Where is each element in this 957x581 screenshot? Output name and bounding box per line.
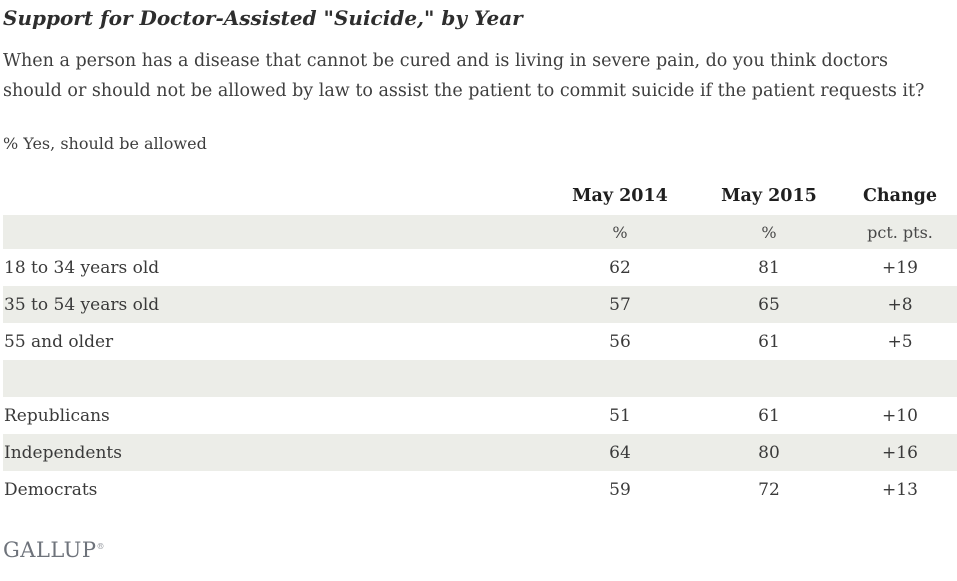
header-row: May 2014 May 2015 Change bbox=[3, 182, 957, 215]
may-2014-cell bbox=[545, 360, 695, 397]
units-row: % % pct. pts. bbox=[3, 215, 957, 249]
may-2015-cell bbox=[695, 360, 843, 397]
table-row-35-to-54: 35 to 54 years old 57 65 +8 bbox=[3, 286, 957, 323]
change-cell: +16 bbox=[843, 434, 957, 471]
row-label-cell bbox=[3, 360, 545, 397]
may-2015-cell: 72 bbox=[758, 479, 780, 500]
may-2014-cell: 64 bbox=[545, 434, 695, 471]
table-row-18-to-34: 18 to 34 years old 62 81 +19 bbox=[3, 249, 957, 286]
units-may-2015-cell: % bbox=[695, 215, 843, 249]
row-label-cell: Independents bbox=[3, 434, 545, 471]
page-title: Support for Doctor-Assisted "Suicide," b… bbox=[3, 6, 523, 30]
results-table: May 2014 May 2015 Change % % pct. pts. 1… bbox=[3, 182, 957, 508]
gallup-logo: GALLUP® bbox=[3, 535, 957, 562]
row-label-cell: 55 and older bbox=[4, 331, 114, 352]
units-label-cell bbox=[3, 215, 545, 249]
may-2015-cell: 61 bbox=[758, 405, 780, 426]
table-row-republicans: Republicans 51 61 +10 bbox=[3, 397, 957, 434]
may-2015-cell: 81 bbox=[758, 257, 780, 278]
row-label-cell: 35 to 54 years old bbox=[3, 286, 545, 323]
question-text: When a person has a disease that cannot … bbox=[3, 46, 957, 106]
change-cell: +8 bbox=[843, 286, 957, 323]
may-2015-cell: 80 bbox=[695, 434, 843, 471]
table-row-55-and-older: 55 and older 56 61 +5 bbox=[3, 323, 957, 360]
row-label-cell: 18 to 34 years old bbox=[4, 257, 160, 278]
header-may-2015: May 2015 bbox=[721, 186, 817, 206]
may-2014-cell: 59 bbox=[609, 479, 631, 500]
units-change-cell: pct. pts. bbox=[843, 215, 957, 249]
may-2014-cell: 51 bbox=[609, 405, 631, 426]
question-line-2: should or should not be allowed by law t… bbox=[3, 81, 925, 101]
may-2015-cell: 61 bbox=[758, 331, 780, 352]
registered-trademark-icon: ® bbox=[96, 542, 106, 551]
change-cell: +19 bbox=[882, 257, 918, 278]
question-line-1: When a person has a disease that cannot … bbox=[3, 51, 888, 71]
row-label-cell: Republicans bbox=[4, 405, 110, 426]
change-cell bbox=[843, 360, 957, 397]
table-row-spacer bbox=[3, 360, 957, 397]
table-row-democrats: Democrats 59 72 +13 bbox=[3, 471, 957, 508]
may-2014-cell: 62 bbox=[609, 257, 631, 278]
change-cell: +5 bbox=[887, 331, 913, 352]
change-cell: +10 bbox=[882, 405, 918, 426]
measure-label: % Yes, should be allowed bbox=[3, 134, 207, 153]
header-change: Change bbox=[862, 186, 938, 206]
table-row-independents: Independents 64 80 +16 bbox=[3, 434, 957, 471]
gallup-logo-text: GALLUP bbox=[3, 538, 97, 562]
row-label-cell: Democrats bbox=[4, 479, 98, 500]
may-2015-cell: 65 bbox=[695, 286, 843, 323]
may-2014-cell: 56 bbox=[609, 331, 631, 352]
gallup-table-figure: Support for Doctor-Assisted "Suicide," b… bbox=[3, 6, 957, 562]
header-label-cell bbox=[3, 182, 545, 215]
header-may-2014: May 2014 bbox=[572, 186, 668, 206]
units-may-2014-cell: % bbox=[545, 215, 695, 249]
may-2014-cell: 57 bbox=[545, 286, 695, 323]
change-cell: +13 bbox=[882, 479, 918, 500]
